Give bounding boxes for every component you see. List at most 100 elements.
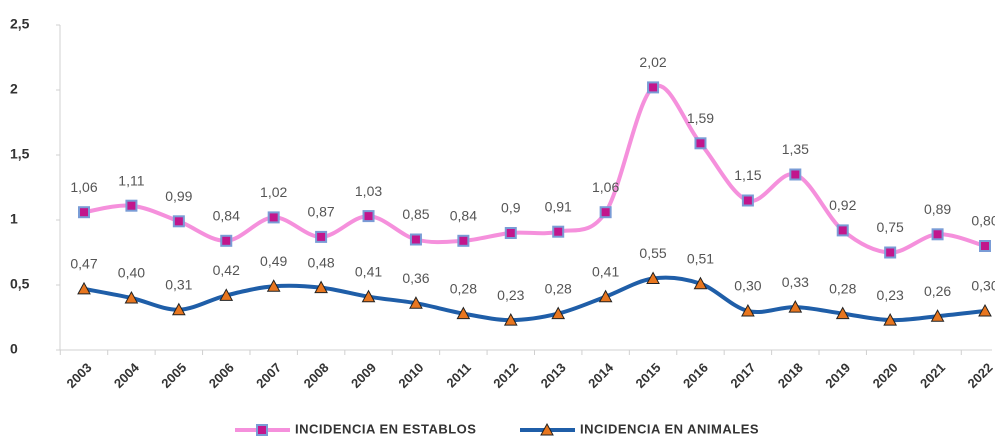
data-point (693, 276, 708, 290)
data-point (883, 313, 898, 326)
x-tick-label: 2015 (633, 360, 664, 391)
x-tick-label: 2017 (727, 360, 758, 391)
data-label: 1,35 (782, 141, 809, 157)
data-label: 0,36 (402, 270, 429, 286)
data-label: 0,51 (687, 250, 714, 266)
y-tick-label: 0 (10, 341, 18, 357)
data-label: 0,48 (307, 254, 334, 270)
data-point (979, 240, 991, 252)
x-tick-label: 2009 (348, 360, 379, 391)
data-point (598, 289, 613, 303)
data-point (836, 224, 849, 237)
data-label: 1,06 (592, 179, 619, 195)
series-line (83, 83, 986, 255)
legend-marker (540, 422, 554, 436)
data-label: 1,06 (70, 179, 97, 195)
data-label: 0,23 (877, 287, 904, 303)
data-point (789, 168, 802, 181)
x-tick-label: 2020 (870, 360, 901, 391)
data-point (551, 306, 566, 320)
data-label: 0,55 (639, 245, 666, 261)
data-label: 0,26 (924, 283, 951, 299)
data-point (125, 199, 138, 212)
data-label: 0,28 (450, 280, 477, 296)
data-label: 1,03 (355, 183, 382, 199)
data-point (835, 306, 850, 320)
data-point (504, 227, 517, 239)
x-tick-label: 2021 (917, 360, 948, 391)
data-label: 0,91 (545, 198, 572, 214)
x-tick-label: 2003 (63, 360, 94, 391)
x-tick-label: 2010 (395, 360, 426, 391)
data-label: 0,41 (355, 263, 382, 279)
data-label: 1,15 (734, 167, 761, 183)
data-label: 0,33 (782, 274, 809, 290)
data-label: 0,28 (545, 280, 572, 296)
x-tick-label: 2013 (538, 360, 569, 391)
data-label: 1,59 (687, 110, 714, 126)
x-tick-label: 2012 (490, 360, 521, 391)
data-point (978, 303, 992, 317)
data-point (884, 246, 897, 259)
data-label: 0,49 (260, 253, 287, 269)
data-point (314, 280, 328, 294)
data-label: 0,9 (501, 200, 521, 216)
data-point (788, 300, 803, 313)
data-label: 0,41 (592, 263, 619, 279)
data-point (599, 206, 612, 219)
data-point (315, 230, 328, 243)
data-label: 0,28 (829, 280, 856, 296)
series-line (83, 275, 986, 323)
data-point (931, 228, 944, 241)
data-point (124, 290, 139, 304)
data-point (741, 194, 754, 207)
legend-label: INCIDENCIA EN ESTABLOS (295, 421, 476, 436)
data-label: 0,87 (307, 204, 334, 220)
data-point (647, 81, 660, 94)
data-label: 0,80 (971, 213, 995, 229)
data-label: 0,47 (70, 256, 97, 272)
data-point (172, 215, 185, 228)
data-point (78, 206, 90, 219)
data-label: 0,40 (118, 265, 145, 281)
data-label: 2,02 (639, 54, 666, 70)
data-point (930, 309, 945, 322)
y-tick-label: 1 (10, 211, 18, 227)
data-point (552, 225, 565, 238)
data-label: 0,89 (924, 201, 951, 217)
data-label: 1,02 (260, 184, 287, 200)
data-label: 0,42 (213, 262, 240, 278)
data-point (694, 137, 707, 150)
x-tick-label: 2022 (964, 360, 995, 391)
x-tick-label: 2011 (443, 360, 474, 391)
data-label: 0,99 (165, 188, 192, 204)
x-tick-label: 2016 (680, 360, 711, 391)
data-point (171, 302, 186, 316)
data-label: 0,84 (450, 208, 477, 224)
data-label: 0,85 (402, 206, 429, 222)
data-point (219, 288, 234, 301)
data-point (267, 211, 280, 224)
x-tick-label: 2005 (158, 360, 189, 391)
data-point (456, 306, 471, 320)
x-tick-label: 2014 (585, 359, 617, 391)
y-tick-label: 2 (10, 81, 18, 97)
x-tick-label: 2018 (775, 360, 806, 391)
x-tick-label: 2008 (301, 360, 332, 391)
y-tick-label: 0,5 (10, 276, 30, 292)
data-label: 0,84 (213, 208, 240, 224)
data-point (266, 279, 281, 292)
data-point (457, 234, 470, 247)
legend-label: INCIDENCIA EN ANIMALES (580, 421, 759, 436)
data-point (741, 303, 755, 317)
x-tick-label: 2007 (253, 360, 284, 391)
data-label: 0,31 (165, 276, 192, 292)
data-label: 0,30 (734, 278, 761, 294)
data-point (77, 281, 91, 295)
y-tick-label: 1,5 (10, 146, 30, 162)
data-point (362, 210, 375, 223)
x-tick-label: 2019 (822, 360, 853, 391)
data-point (220, 234, 233, 247)
data-label: 0,92 (829, 197, 856, 213)
